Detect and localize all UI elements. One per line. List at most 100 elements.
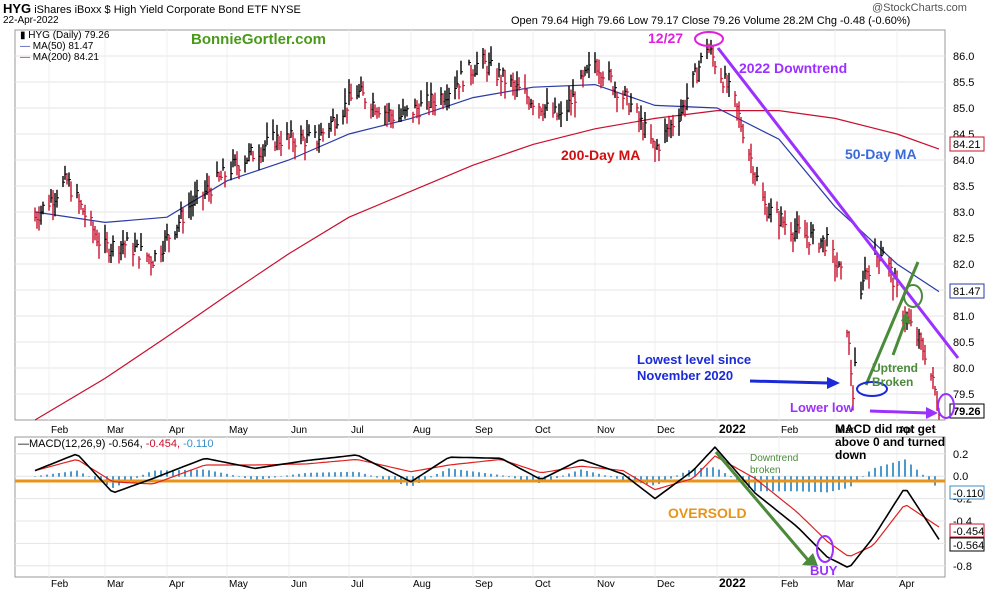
svg-text:-0.564: -0.564	[953, 540, 984, 552]
macd-hist-bar	[880, 466, 882, 477]
macd-hist-bar	[94, 476, 96, 480]
ma200-line	[34, 109, 940, 421]
close-value-tag: 79.26	[949, 403, 985, 419]
macd-hist-bar	[454, 469, 456, 477]
macd-hist-bar	[808, 476, 810, 492]
buy-circle	[816, 535, 834, 563]
macd-hist-bar	[814, 476, 816, 492]
buy-label: BUY	[810, 563, 838, 578]
price-tick-label: 80.0	[953, 363, 974, 375]
macd-hist-bar	[334, 472, 336, 477]
svg-text:84.21: 84.21	[953, 139, 981, 151]
macd-hist-bar	[784, 476, 786, 492]
macd-hist-bar	[472, 471, 474, 477]
macd-hist-bar	[712, 467, 714, 477]
macd-hist-bar	[250, 476, 252, 480]
macd-hist-bar	[316, 472, 318, 477]
lower-low-label: Lower low	[790, 400, 854, 415]
macd-hist-bar	[754, 476, 756, 492]
macd-hist-bar	[922, 474, 924, 477]
macd-hist-bar	[70, 471, 72, 477]
grid	[15, 30, 945, 577]
macd-hist-bar	[430, 476, 432, 478]
ma200-polyline	[34, 109, 940, 421]
lower-low-arrowhead	[926, 407, 938, 419]
macd-hist-bar	[886, 464, 888, 477]
macd-tick-label: 0.2	[953, 449, 968, 461]
macd-hist-bar	[820, 476, 822, 493]
macd-hist-bar	[634, 476, 636, 483]
signal-polyline	[34, 455, 940, 557]
macd-hist-bar	[154, 470, 156, 477]
macd-note-line1: MACD did not get	[835, 422, 936, 436]
macd-hist-bar	[802, 476, 804, 492]
macd-hist-bar	[496, 474, 498, 477]
macd-hist-bar	[766, 476, 768, 492]
macd-hist-bar	[196, 469, 198, 477]
macd-hist-bar	[424, 476, 426, 481]
x-tick-label: 2022	[719, 422, 746, 436]
macd-hist-bar	[730, 476, 732, 478]
price-tick-label: 81.0	[953, 311, 974, 323]
price-panel	[14, 29, 946, 421]
uptrend-arrow	[891, 319, 908, 356]
macd-note-line2: above 0 and turned	[835, 435, 946, 449]
uptrend-label-line2: Broken	[872, 375, 914, 389]
macd-hist-bar	[604, 475, 606, 477]
macd-hist-bar	[508, 476, 510, 478]
price-tick-label: 83.5	[953, 181, 974, 193]
macd-hist-bar	[862, 476, 864, 477]
macd-hist-bar	[616, 476, 618, 479]
macd-value-tag: -0.564	[949, 537, 985, 552]
legend-macd: —MACD(12,26,9) -0.564, -0.454, -0.110	[18, 438, 214, 450]
price-tick-label: 84.0	[953, 155, 974, 167]
macd-hist-bar	[358, 472, 360, 477]
macd-hist-bar	[916, 469, 918, 477]
macd-hist-bar	[304, 473, 306, 477]
legend-ma50: — MA(50) 81.47	[20, 41, 94, 52]
macd-hist-bar	[580, 469, 582, 477]
ma50-label: 50-Day MA	[845, 146, 917, 162]
x-tick-label: Feb	[781, 579, 799, 590]
macd-hist-bar	[82, 473, 84, 477]
macd-hist-bar	[592, 472, 594, 477]
peak-label: 12/27	[648, 30, 684, 46]
macd-hist-bar	[478, 472, 480, 477]
price-tick-label: 85.5	[953, 77, 974, 89]
peak-circle	[694, 31, 724, 47]
x-tick-label: Feb	[51, 579, 69, 590]
macd-hist-bar	[376, 476, 378, 478]
macd-hist-bar	[676, 475, 678, 477]
macd-hist-bar	[838, 476, 840, 490]
legend-ma200: — MA(200) 84.21	[20, 52, 99, 63]
x-tick-label: Sep	[475, 579, 493, 590]
chart-title: HYG iShares iBoxx $ High Yield Corporate…	[3, 1, 301, 16]
macd-hist-bar	[874, 467, 876, 477]
macd-hist-bar	[460, 469, 462, 477]
macd-hist-bar	[208, 470, 210, 477]
macd-hist-bar	[778, 476, 780, 492]
x-tick-label: Apr	[169, 425, 185, 436]
macd-hist-bar	[514, 476, 516, 479]
macd-hist-bar	[46, 474, 48, 477]
macd-hist-bar	[178, 470, 180, 477]
x-tick-label: Nov	[597, 425, 615, 436]
macd-hist-bar	[202, 469, 204, 477]
macd-polyline	[34, 446, 940, 568]
macd-hist-bar	[898, 461, 900, 477]
macd-hist-bar	[910, 464, 912, 477]
security-name: iShares iBoxx $ High Yield Corporate Bon…	[34, 4, 268, 16]
macd-hist-bar	[232, 475, 234, 477]
macd-hist-bar	[826, 476, 828, 493]
ma200-label: 200-Day MA	[561, 147, 641, 163]
macd-tick-label: -0.8	[953, 561, 972, 573]
macd-hist-bar	[142, 474, 144, 477]
uptrend-break-circle	[903, 284, 923, 308]
x-tick-label: Jul	[351, 425, 364, 436]
macd-hist-bar	[328, 472, 330, 477]
macd-hist-bar	[622, 476, 624, 481]
legend-ma50-label: MA(50) 81.47	[32, 41, 94, 52]
low-circle	[856, 381, 888, 397]
lower-low-circle	[937, 393, 955, 419]
